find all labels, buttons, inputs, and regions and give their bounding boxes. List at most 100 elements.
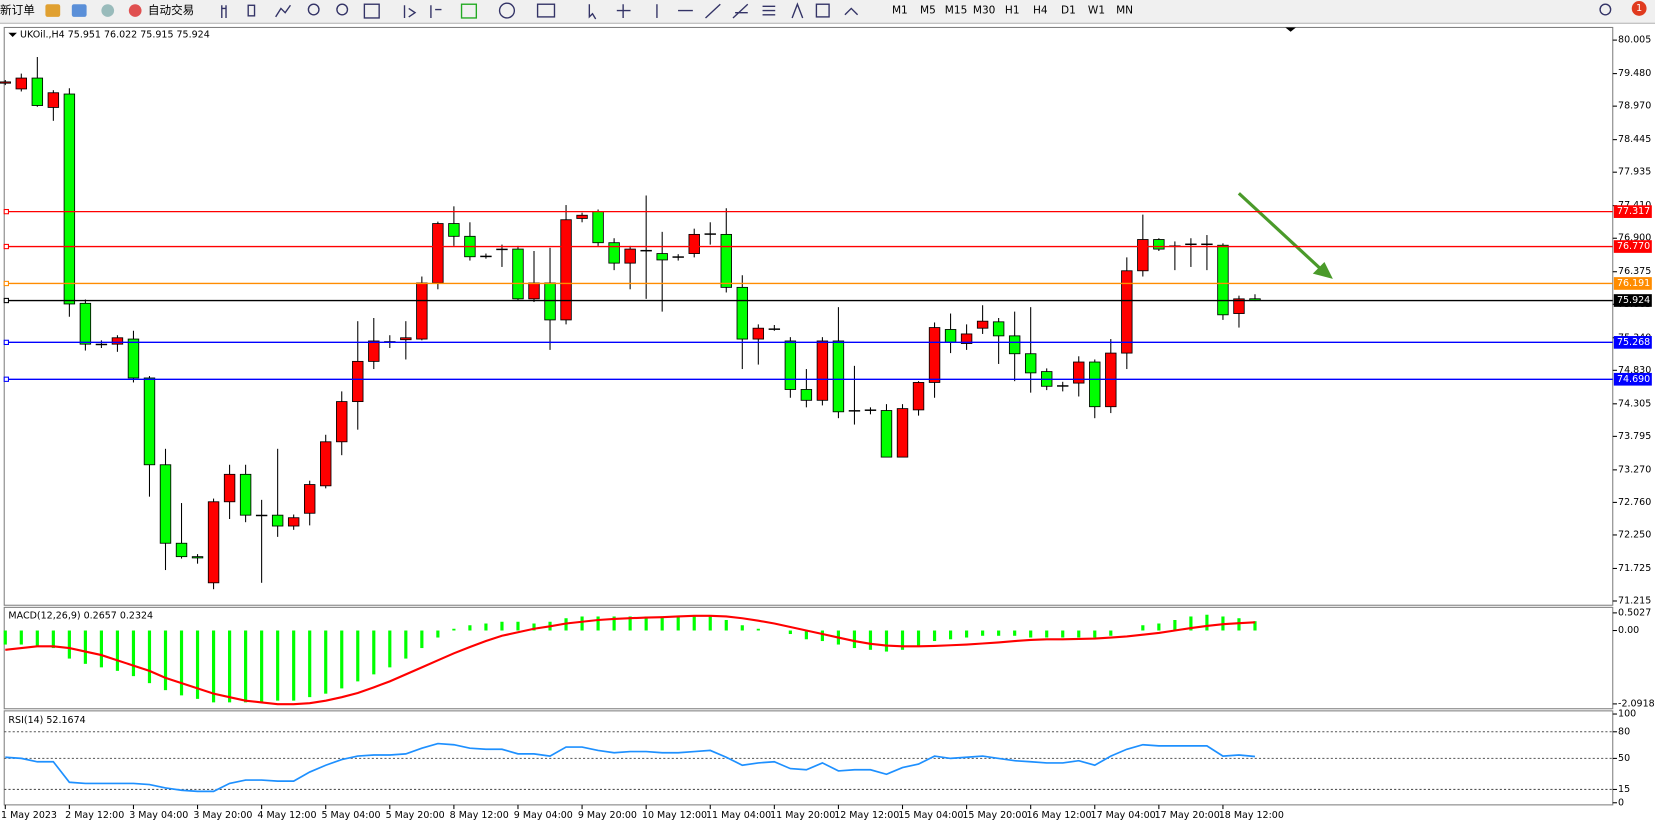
level-handle	[3, 243, 9, 250]
new-order-button[interactable]: 新订单	[0, 3, 35, 17]
icon[interactable]	[705, 3, 721, 19]
badge[interactable]	[1631, 1, 1647, 16]
candle-body	[480, 255, 492, 258]
x-tick-label: 15 May 04:00	[898, 810, 963, 821]
icon[interactable]	[844, 7, 859, 16]
candle-body	[1121, 270, 1133, 354]
icon[interactable]	[732, 3, 749, 19]
x-tick-label: 5 May 04:00	[321, 810, 380, 821]
main-pane	[3, 26, 1614, 606]
signal-line	[5, 614, 1256, 706]
icon[interactable]	[336, 3, 349, 16]
auto-trading-button[interactable]: 自动交易	[148, 3, 194, 17]
icon[interactable]	[247, 4, 256, 17]
y-tick-label: 71.725	[1618, 563, 1651, 574]
price-tag-label: 75.268	[1617, 337, 1650, 348]
y-tick-label: 72.760	[1618, 497, 1651, 508]
candle-body	[352, 360, 364, 403]
price-tag	[1613, 205, 1652, 218]
timeframe-bar: M1 M5 M15 M30 H1 H4 D1 W1 MN	[892, 5, 1133, 17]
y-tick-label: 76.900	[1618, 233, 1651, 244]
toolbar-bg	[0, 0, 1655, 24]
annotation-arrow	[1237, 192, 1333, 279]
candle-body	[79, 302, 92, 345]
icon[interactable]	[430, 5, 442, 18]
candle-body	[912, 382, 925, 411]
icon[interactable]	[128, 4, 142, 17]
timeframe-button[interactable]: M15	[945, 5, 968, 17]
candle-body	[928, 327, 941, 383]
x-tick-label: 9 May 20:00	[578, 810, 637, 821]
y-tick-label: 80.005	[1618, 35, 1651, 46]
candle-body	[63, 93, 76, 305]
candle-body	[800, 389, 813, 401]
icon[interactable]	[221, 5, 227, 18]
candle-body	[1217, 244, 1229, 316]
candle-body	[1057, 385, 1069, 387]
price-tag	[1613, 372, 1652, 386]
x-tick-label: 9 May 04:00	[514, 810, 573, 821]
price-tag-label: 76.191	[1617, 278, 1650, 289]
timeframe-button[interactable]: H4	[1033, 5, 1048, 17]
price-tag-label: 77.317	[1617, 206, 1650, 217]
icon[interactable]	[588, 4, 597, 20]
candle-body	[528, 282, 540, 300]
candle-body	[1185, 243, 1197, 246]
y-tick-label: 76.375	[1618, 266, 1651, 277]
icon[interactable]	[791, 2, 804, 19]
x-tick-label: 4 May 12:00	[257, 810, 316, 821]
candle-body	[592, 211, 604, 244]
candle-body	[175, 542, 188, 558]
icon[interactable]	[498, 2, 516, 19]
timeframe-button[interactable]: H1	[1005, 5, 1020, 17]
search-icon[interactable]	[1599, 3, 1612, 16]
icon[interactable]	[460, 3, 478, 19]
candle-body	[239, 473, 252, 516]
badge-count: 1	[1636, 3, 1642, 14]
icon[interactable]	[363, 3, 380, 19]
y-tick-label: 73.795	[1618, 431, 1651, 442]
candle-body	[1073, 361, 1085, 384]
y-tick-label: 0	[1618, 797, 1624, 808]
timeframe-button[interactable]: M5	[920, 5, 936, 17]
icon[interactable]	[307, 3, 320, 16]
y-tick-label: 77.935	[1618, 167, 1651, 178]
icon[interactable]	[762, 5, 776, 16]
candle-body	[992, 321, 1005, 337]
candle-body	[544, 282, 556, 321]
y-tick-label: 78.970	[1618, 101, 1651, 112]
candle-body	[1233, 298, 1245, 314]
x-tick-label: 3 May 04:00	[129, 810, 188, 821]
icon[interactable]	[815, 3, 830, 18]
x-tick-label: 11 May 04:00	[706, 810, 771, 821]
x-tick-label: 18 May 12:00	[1219, 810, 1284, 821]
icon[interactable]	[536, 3, 556, 18]
timeframe-button[interactable]: M1	[892, 5, 908, 17]
x-tick-label: 16 May 12:00	[1026, 810, 1091, 821]
timeframe-button[interactable]: W1	[1088, 5, 1105, 17]
icon[interactable]	[71, 4, 87, 17]
candle-body	[720, 233, 732, 288]
arrow-head	[1312, 261, 1333, 279]
candle-body	[287, 517, 300, 527]
candle-body	[47, 92, 60, 108]
timeframe-button[interactable]: MN	[1116, 5, 1133, 17]
candle-body	[223, 473, 236, 503]
candle-body	[303, 484, 316, 514]
timeframe-button[interactable]: D1	[1061, 5, 1076, 17]
icon[interactable]	[275, 4, 292, 18]
candle-body	[95, 343, 108, 346]
candle-body	[1137, 239, 1149, 272]
candle-body	[640, 249, 652, 252]
candle-body	[944, 329, 957, 343]
candle-body	[512, 248, 524, 300]
icon[interactable]	[45, 4, 61, 17]
icon[interactable]	[403, 5, 417, 18]
level-handle	[3, 208, 9, 215]
icon[interactable]	[616, 4, 631, 18]
price-tag	[1613, 336, 1652, 349]
x-tick-label: 3 May 20:00	[193, 810, 252, 821]
icon[interactable]	[101, 4, 115, 17]
timeframe-button[interactable]: M30	[973, 5, 996, 17]
candle-body	[1008, 335, 1021, 355]
